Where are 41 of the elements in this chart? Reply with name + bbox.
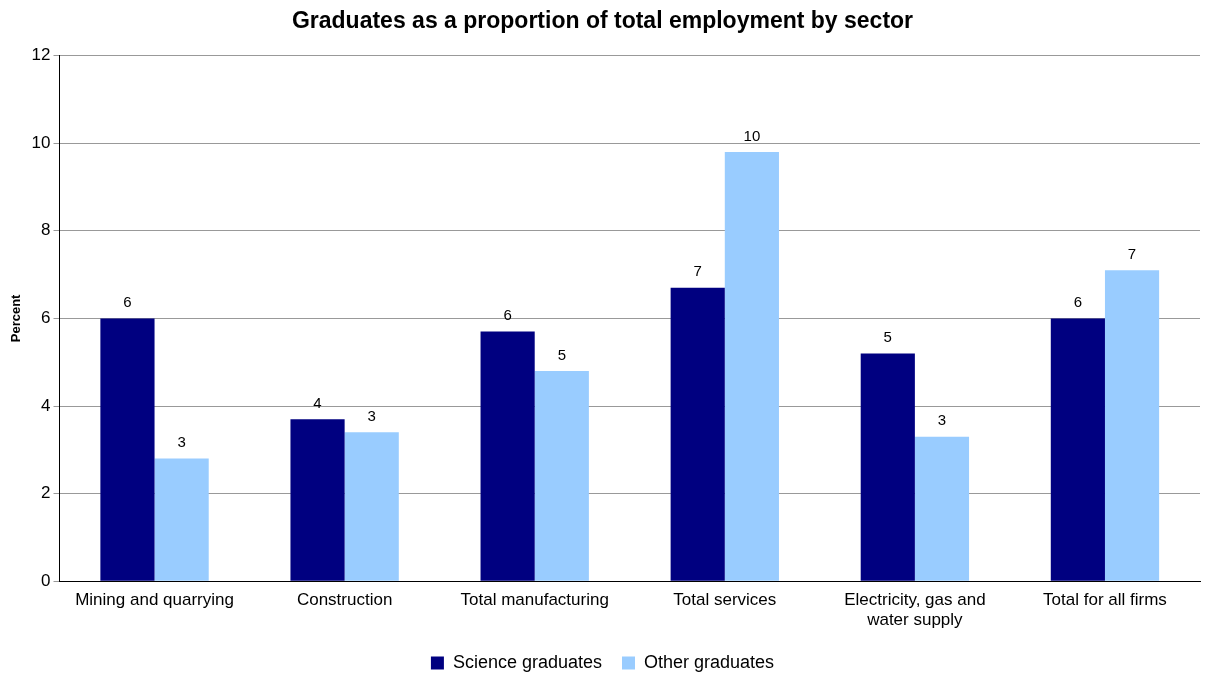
data-label: 6	[1073, 293, 1083, 311]
data-label: 7	[1127, 244, 1137, 262]
bar	[290, 419, 345, 581]
x-tick-label: Total services	[673, 590, 777, 610]
y-tick-label: 2	[41, 483, 51, 503]
data-label: 10	[743, 126, 761, 144]
y-tick-label: 6	[41, 308, 51, 328]
x-tick-label: Electricity, gas and water supply	[844, 590, 986, 630]
x-tick-label: Total manufacturing	[460, 590, 609, 610]
x-tick-label: Total for all firms	[1043, 590, 1167, 610]
legend-label: Science graduates	[452, 651, 603, 672]
bar	[860, 353, 915, 581]
y-tick-label: 8	[41, 220, 51, 240]
data-label: 7	[693, 262, 702, 280]
data-label: 3	[937, 411, 947, 429]
bar	[1104, 270, 1160, 581]
y-axis-title: Percent	[8, 293, 24, 343]
x-tick-label: Mining and quarrying	[75, 590, 234, 610]
data-label: 5	[557, 345, 566, 363]
bar	[670, 287, 725, 581]
data-label: 6	[123, 293, 132, 311]
data-label: 3	[367, 406, 376, 424]
data-label: 4	[313, 393, 322, 411]
y-tick-label: 10	[31, 132, 51, 152]
data-label: 6	[503, 306, 512, 324]
bar	[100, 318, 155, 581]
bar	[534, 370, 589, 581]
y-tick-label: 12	[31, 45, 51, 65]
data-label: 3	[177, 433, 186, 451]
y-tick-label: 0	[41, 570, 51, 590]
bar	[724, 151, 779, 581]
bar	[480, 331, 535, 581]
bar	[914, 436, 970, 581]
bar	[344, 432, 399, 581]
data-label: 5	[883, 328, 892, 346]
legend-label: Other graduates	[644, 651, 775, 672]
bar	[154, 458, 209, 581]
y-tick-label: 4	[41, 395, 51, 415]
chart-title: Graduates as a proportion of total employment by sector	[291, 7, 914, 34]
x-tick-label: Construction	[296, 590, 393, 610]
bar	[1050, 318, 1105, 581]
